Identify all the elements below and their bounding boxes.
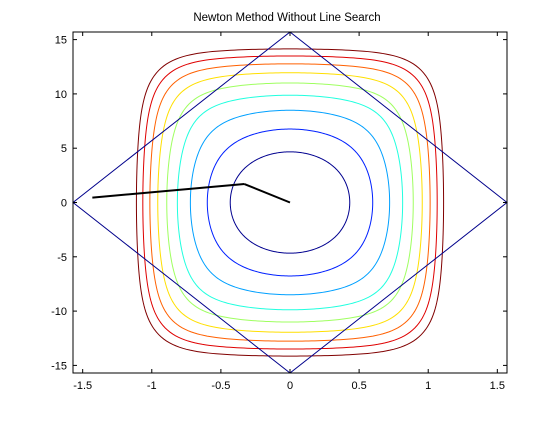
x-tick-label: -1 [147, 380, 157, 392]
x-tick-label: 1.5 [490, 380, 505, 392]
contour-line [166, 82, 414, 323]
y-tick-label: -5 [57, 252, 67, 264]
iterate-segment [92, 183, 245, 199]
contour-line [189, 109, 391, 296]
x-axis-ticks: -1.5 -1 -0.5 0 0.5 1 1.5 [73, 32, 505, 392]
y-tick-label: 5 [61, 143, 67, 155]
x-tick-label: -1.5 [73, 380, 92, 392]
y-tick-label: -15 [51, 360, 67, 372]
y-tick-label: 15 [55, 35, 67, 47]
newton-iterate-path [92, 183, 291, 204]
y-tick-label: -10 [51, 306, 67, 318]
contour-line [149, 63, 431, 342]
y-axis-ticks: -15 -10 -5 0 5 10 15 [51, 35, 507, 372]
iterate-segment [244, 183, 291, 204]
contour-lines [135, 48, 445, 357]
contour-line [176, 94, 404, 311]
contour-line [157, 72, 423, 333]
x-tick-label: -0.5 [211, 380, 230, 392]
y-tick-label: 0 [61, 198, 67, 210]
x-tick-label: 0 [287, 380, 293, 392]
contour-line [135, 48, 445, 357]
contour-line [229, 151, 351, 254]
contour-line [142, 55, 438, 350]
chart-title: Newton Method Without Line Search [193, 12, 380, 24]
x-tick-label: 1 [425, 380, 431, 392]
x-tick-label: 0.5 [351, 380, 366, 392]
y-tick-label: 10 [55, 89, 67, 101]
contour-line [206, 128, 374, 277]
plot-area [72, 31, 508, 374]
